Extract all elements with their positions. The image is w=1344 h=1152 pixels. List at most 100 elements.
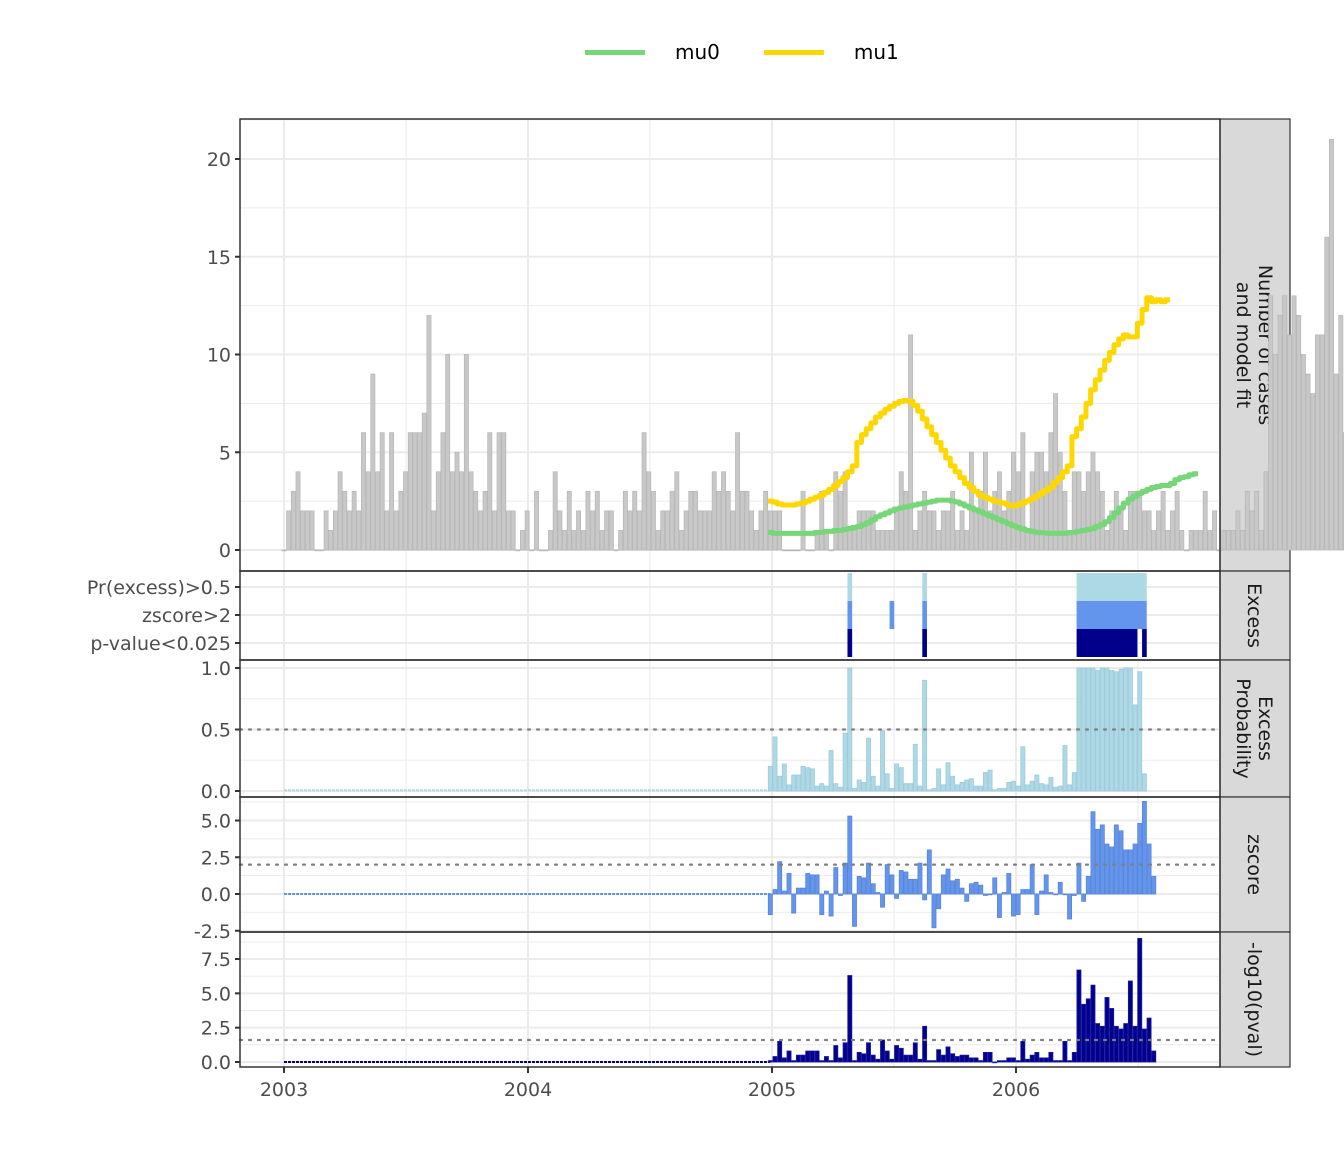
bar: [791, 893, 797, 914]
bar: [997, 893, 1002, 918]
bar: [912, 1042, 918, 1063]
bar: [1141, 510, 1147, 551]
bar: [1034, 774, 1040, 792]
bar: [936, 768, 942, 792]
bar: [431, 510, 437, 551]
bar: [978, 490, 984, 551]
bar: [838, 1057, 843, 1063]
bar: [800, 887, 806, 895]
bar: [707, 510, 712, 551]
bar: [534, 490, 539, 551]
bar: [1067, 893, 1073, 920]
bar: [1137, 823, 1143, 895]
bar: [908, 334, 914, 551]
bar: [580, 530, 586, 551]
bar: [1057, 785, 1063, 792]
bar: [982, 772, 988, 792]
bar: [1053, 893, 1058, 896]
bar: [557, 510, 563, 551]
bar: [884, 773, 890, 792]
y-tick-label: 2.5: [201, 847, 231, 869]
bar: [412, 432, 418, 551]
bar: [954, 1056, 960, 1063]
bar: [1048, 892, 1054, 895]
bar: [940, 784, 946, 792]
bar: [772, 736, 778, 792]
bar: [852, 788, 857, 792]
bar: [1109, 1008, 1115, 1063]
bar: [286, 510, 292, 551]
bar: [1034, 1051, 1040, 1063]
bar: [954, 784, 960, 792]
bar: [880, 530, 885, 551]
y-tick-label: 7.5: [201, 949, 231, 971]
bar: [786, 784, 792, 792]
bar: [978, 785, 984, 792]
bar: [823, 890, 829, 895]
legend-label-mu1: mu1: [853, 40, 899, 64]
bar: [842, 862, 848, 895]
bar: [852, 893, 857, 927]
bar: [1235, 510, 1241, 551]
bar: [1174, 490, 1180, 551]
bar: [866, 737, 871, 792]
bar: [1155, 510, 1161, 551]
bar: [1272, 354, 1278, 551]
bar: [590, 510, 596, 551]
y-tick-label: 0.0: [201, 781, 231, 803]
bar: [1207, 530, 1213, 551]
excess-flag: [847, 601, 853, 629]
bar: [838, 893, 843, 896]
bar: [1006, 873, 1012, 895]
y-tick-label: 2.5: [201, 1018, 231, 1040]
bar: [1057, 1060, 1063, 1063]
bar: [538, 549, 544, 552]
bar: [805, 767, 811, 792]
bar: [641, 432, 647, 551]
bar: [838, 786, 843, 792]
bar: [1076, 969, 1082, 1063]
bar: [1057, 881, 1063, 895]
bar: [800, 1054, 806, 1063]
bar: [1132, 490, 1138, 551]
bar: [599, 530, 605, 551]
bar: [1160, 490, 1166, 551]
bar: [968, 778, 974, 792]
bar: [777, 1041, 783, 1063]
bar: [926, 849, 932, 895]
bar: [870, 1054, 876, 1063]
bar: [926, 789, 932, 792]
bar: [636, 510, 642, 551]
bar: [1244, 490, 1250, 551]
bar: [1212, 510, 1217, 551]
excess-flag: [1076, 601, 1147, 629]
bar: [908, 783, 914, 792]
bar: [594, 490, 600, 551]
bar: [1240, 530, 1246, 551]
bar: [1141, 773, 1147, 792]
bar: [781, 763, 787, 792]
bar: [767, 766, 773, 792]
bar: [655, 530, 661, 551]
bar: [964, 893, 970, 902]
bar: [1151, 1050, 1157, 1063]
excess-flag: [922, 629, 927, 657]
bar: [819, 490, 825, 551]
bar: [1071, 772, 1077, 792]
strip-pval: [1219, 931, 1291, 1068]
bar: [1123, 1023, 1129, 1063]
bar: [566, 490, 572, 551]
panel-pval: -log10(pval) 0.0 2.5 5.0 7.5: [201, 931, 1291, 1074]
bar: [1104, 997, 1110, 1063]
strip-prob: [1219, 659, 1291, 798]
bar: [884, 1050, 890, 1063]
bar: [650, 490, 656, 551]
bar: [931, 893, 937, 929]
bar: [842, 732, 848, 792]
bar: [1062, 1041, 1068, 1063]
bar: [926, 510, 932, 551]
bar: [1053, 1060, 1058, 1063]
strip-label-excess: Excess: [1243, 583, 1265, 648]
bar: [1188, 530, 1194, 551]
